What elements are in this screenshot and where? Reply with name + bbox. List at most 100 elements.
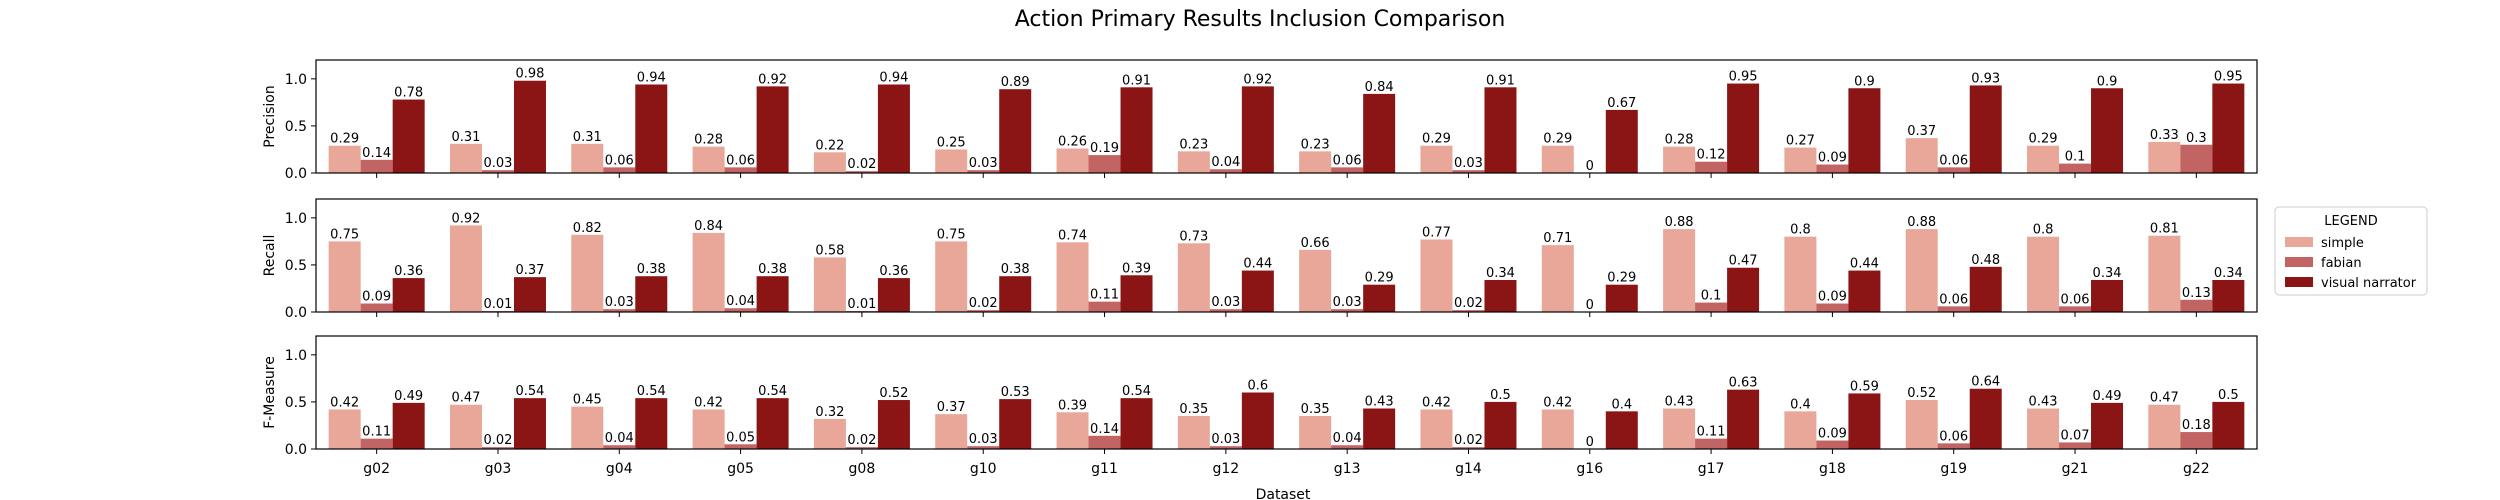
bar-precision-simple-g21 bbox=[2027, 145, 2060, 173]
data-label-recall-visual-narrator-g04: 0.38 bbox=[637, 262, 666, 277]
data-label-f-measure-fabian-g03: 0.02 bbox=[483, 433, 512, 448]
data-label-precision-simple-g05: 0.28 bbox=[694, 133, 723, 148]
data-label-recall-simple-g04: 0.82 bbox=[573, 221, 602, 236]
bar-precision-visual-narrator-g03 bbox=[513, 80, 546, 173]
bar-f-measure-visual-narrator-g08 bbox=[877, 400, 910, 449]
bar-precision-fabian-g14 bbox=[1452, 170, 1485, 173]
bar-recall-simple-g16 bbox=[1541, 245, 1574, 312]
data-label-precision-simple-g21: 0.29 bbox=[2029, 132, 2058, 147]
bar-precision-simple-g19 bbox=[1905, 138, 1938, 173]
bar-recall-simple-g17 bbox=[1663, 229, 1696, 312]
data-label-recall-visual-narrator-g17: 0.47 bbox=[1729, 254, 1758, 269]
data-label-precision-visual-narrator-g13: 0.84 bbox=[1365, 80, 1394, 95]
bar-f-measure-visual-narrator-g10 bbox=[999, 399, 1032, 449]
data-label-f-measure-simple-g22: 0.47 bbox=[2150, 391, 2179, 406]
data-label-f-measure-simple-g12: 0.35 bbox=[1179, 402, 1208, 417]
data-label-precision-simple-g02: 0.29 bbox=[330, 132, 359, 147]
panel-precision: 0.29 0.31 0.31 0.28 0.22 0.25 0.26 0.23 0.23 0.29… bbox=[262, 59, 2258, 182]
x-tick-label-g16: g16 bbox=[1576, 461, 1603, 477]
data-label-f-measure-simple-g17: 0.43 bbox=[1665, 395, 1694, 410]
bar-precision-simple-g14 bbox=[1420, 145, 1453, 173]
data-label-f-measure-visual-narrator-g21: 0.49 bbox=[2093, 389, 2122, 404]
bar-f-measure-simple-g21 bbox=[2027, 408, 2060, 449]
data-label-precision-simple-g03: 0.31 bbox=[451, 130, 480, 145]
data-label-recall-visual-narrator-g12: 0.44 bbox=[1243, 257, 1272, 272]
data-label-recall-visual-narrator-g16: 0.29 bbox=[1607, 271, 1636, 286]
bar-precision-visual-narrator-g16 bbox=[1605, 109, 1638, 173]
bar-f-measure-visual-narrator-g05 bbox=[756, 398, 789, 449]
data-label-precision-visual-narrator-g05: 0.92 bbox=[758, 72, 787, 87]
bar-precision-fabian-g11 bbox=[1088, 155, 1121, 173]
data-label-recall-simple-g02: 0.75 bbox=[330, 227, 359, 242]
bar-precision-fabian-g12 bbox=[1209, 169, 1242, 173]
data-label-precision-fabian-g05: 0.06 bbox=[726, 153, 755, 168]
bar-recall-simple-g10 bbox=[935, 241, 968, 312]
bar-recall-fabian-g18 bbox=[1816, 303, 1849, 312]
bar-f-measure-fabian-g22 bbox=[2180, 432, 2213, 449]
data-label-precision-simple-g11: 0.26 bbox=[1058, 135, 1087, 150]
bar-precision-simple-g13 bbox=[1299, 151, 1332, 173]
data-label-recall-fabian-g14: 0.02 bbox=[1454, 296, 1483, 311]
data-label-precision-simple-g10: 0.25 bbox=[937, 135, 966, 150]
data-label-precision-simple-g22: 0.33 bbox=[2150, 128, 2179, 143]
data-label-precision-fabian-g19: 0.06 bbox=[1939, 153, 1968, 168]
x-tick-label-g10: g10 bbox=[970, 461, 997, 477]
bar-recall-fabian-g05 bbox=[724, 308, 757, 312]
bar-precision-simple-g17 bbox=[1663, 146, 1696, 173]
data-label-recall-visual-narrator-g13: 0.29 bbox=[1365, 271, 1394, 286]
data-label-recall-fabian-g12: 0.03 bbox=[1211, 295, 1240, 310]
x-tick-label-g22: g22 bbox=[2183, 461, 2210, 477]
data-label-recall-simple-g19: 0.88 bbox=[1907, 215, 1936, 230]
bar-recall-visual-narrator-g22 bbox=[2212, 279, 2245, 312]
bar-precision-fabian-g19 bbox=[1937, 167, 1970, 173]
bar-f-measure-simple-g08 bbox=[813, 418, 846, 449]
bar-f-measure-visual-narrator-g14 bbox=[1484, 401, 1517, 449]
bar-recall-visual-narrator-g17 bbox=[1727, 267, 1760, 312]
data-label-f-measure-visual-narrator-g08: 0.52 bbox=[879, 386, 908, 401]
bar-recall-fabian-g11 bbox=[1088, 301, 1121, 312]
data-label-recall-visual-narrator-g03: 0.37 bbox=[515, 263, 544, 278]
bar-f-measure-simple-g02 bbox=[328, 409, 361, 449]
bar-recall-simple-g04 bbox=[571, 234, 604, 312]
data-label-f-measure-fabian-g17: 0.11 bbox=[1697, 425, 1726, 440]
data-label-recall-simple-g11: 0.74 bbox=[1058, 228, 1087, 243]
data-label-f-measure-fabian-g19: 0.06 bbox=[1939, 429, 1968, 444]
data-label-precision-fabian-g04: 0.06 bbox=[605, 153, 634, 168]
y-tick-label: 0.5 bbox=[285, 258, 307, 274]
bar-precision-simple-g04 bbox=[571, 143, 604, 173]
data-label-f-measure-visual-narrator-g17: 0.63 bbox=[1729, 376, 1758, 391]
bar-recall-visual-narrator-g13 bbox=[1363, 284, 1396, 312]
bar-f-measure-fabian-g02 bbox=[360, 438, 393, 449]
data-label-f-measure-visual-narrator-g22: 0.5 bbox=[2218, 388, 2239, 403]
bar-recall-simple-g05 bbox=[692, 232, 725, 312]
bar-precision-visual-narrator-g10 bbox=[999, 89, 1032, 173]
bar-recall-fabian-g14 bbox=[1452, 310, 1485, 312]
data-label-f-measure-visual-narrator-g18: 0.59 bbox=[1850, 379, 1879, 394]
bar-precision-visual-narrator-g11 bbox=[1120, 87, 1153, 173]
bar-precision-fabian-g21 bbox=[2059, 163, 2092, 173]
data-label-f-measure-simple-g05: 0.42 bbox=[694, 395, 723, 410]
bar-precision-simple-g05 bbox=[692, 146, 725, 173]
plot-frame-f-measure bbox=[315, 335, 2258, 450]
data-label-recall-visual-narrator-g18: 0.44 bbox=[1850, 257, 1879, 272]
data-label-recall-simple-g14: 0.77 bbox=[1422, 225, 1451, 240]
data-label-f-measure-fabian-g18: 0.09 bbox=[1818, 427, 1847, 442]
x-tick-label-g19: g19 bbox=[1940, 461, 1967, 477]
data-label-f-measure-fabian-g16: 0 bbox=[1586, 435, 1594, 450]
bar-precision-visual-narrator-g17 bbox=[1727, 83, 1760, 173]
x-tick-label-g17: g17 bbox=[1698, 461, 1725, 477]
data-label-f-measure-fabian-g21: 0.07 bbox=[2061, 428, 2090, 443]
x-tick-label-g11: g11 bbox=[1091, 461, 1118, 477]
bar-recall-fabian-g02 bbox=[360, 303, 393, 312]
bar-precision-visual-narrator-g05 bbox=[756, 86, 789, 173]
data-label-precision-visual-narrator-g18: 0.9 bbox=[1854, 74, 1875, 89]
chart-panels: 0.29 0.31 0.31 0.28 0.22 0.25 0.26 0.23 0.23 0.29… bbox=[262, 59, 2258, 477]
bar-f-measure-visual-narrator-g04 bbox=[635, 398, 668, 449]
bar-f-measure-visual-narrator-g19 bbox=[1969, 388, 2002, 449]
data-label-recall-visual-narrator-g11: 0.39 bbox=[1122, 261, 1151, 276]
data-label-precision-simple-g04: 0.31 bbox=[573, 130, 602, 145]
bar-precision-simple-g18 bbox=[1784, 147, 1817, 173]
data-label-recall-visual-narrator-g19: 0.48 bbox=[1971, 253, 2000, 268]
data-label-f-measure-simple-g13: 0.35 bbox=[1301, 402, 1330, 417]
bar-recall-simple-g11 bbox=[1056, 242, 1089, 312]
